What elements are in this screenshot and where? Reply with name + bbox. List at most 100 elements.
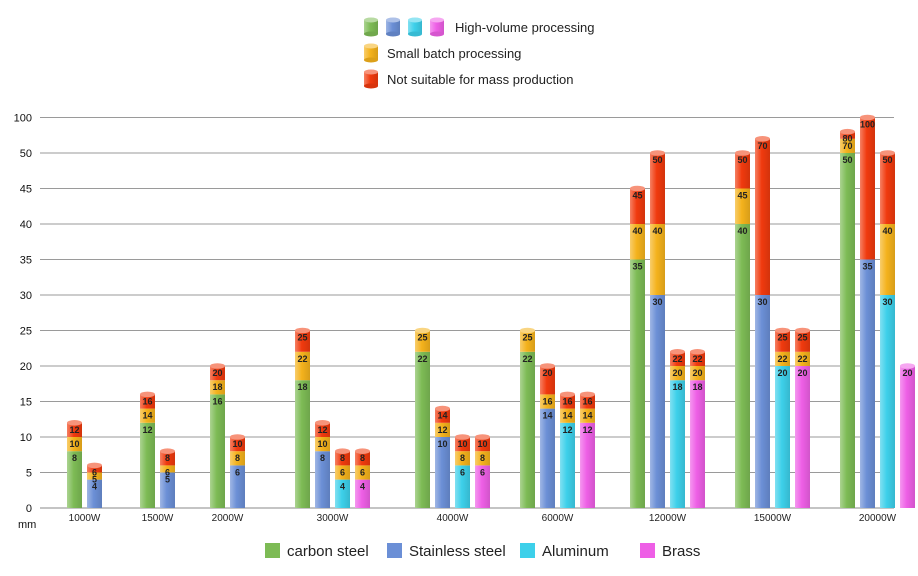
processing-legend: High-volume processing Small batch proces… xyxy=(364,17,594,89)
material-legend-swatch xyxy=(265,543,280,558)
bar-value-label: 10 xyxy=(69,439,79,449)
bar-value-label: 10 xyxy=(477,439,487,449)
bar-value-label: 8 xyxy=(460,453,465,463)
y-tick-label: 50 xyxy=(20,148,32,160)
bar-value-label: 70 xyxy=(842,141,852,151)
bar-segment xyxy=(650,224,665,295)
processing-legend-label: Small batch processing xyxy=(387,46,521,61)
bar-segment xyxy=(860,117,875,260)
bar-segment xyxy=(630,259,645,508)
material-legend-swatch xyxy=(387,543,402,558)
bar-value-label: 12 xyxy=(437,425,447,435)
bar-value-label: 8 xyxy=(165,453,170,463)
material-legend-swatch xyxy=(640,543,655,558)
bar-segment xyxy=(87,465,102,473)
bar-segment xyxy=(520,351,535,508)
bar-value-label: 6 xyxy=(235,467,240,477)
material-legend-label: Brass xyxy=(662,543,700,560)
x-tick-label: 3000W xyxy=(317,513,349,524)
bar-segment xyxy=(880,295,895,508)
bar-cap xyxy=(455,434,470,440)
bar-value-label: 10 xyxy=(437,439,447,449)
bar-segment xyxy=(690,351,705,366)
bar-cap xyxy=(230,434,245,440)
gridlines xyxy=(40,117,894,509)
bar-value-label: 20 xyxy=(672,368,682,378)
bar-segment xyxy=(455,451,470,466)
bar-value-label: 30 xyxy=(652,297,662,307)
bar-segment xyxy=(435,422,450,437)
bar-cap xyxy=(335,448,350,455)
bar-value-label: 50 xyxy=(737,155,747,165)
bar-value-label: 25 xyxy=(797,333,807,343)
x-tick-label: 6000W xyxy=(542,513,574,524)
bar-segment xyxy=(630,188,645,224)
bar-cap xyxy=(295,327,310,334)
bar-segment xyxy=(455,437,470,452)
bar-value-label: 8 xyxy=(320,453,325,463)
bar-value-label: 4 xyxy=(92,482,97,492)
bar-segment xyxy=(335,479,350,508)
bar-value-label: 12 xyxy=(69,425,79,435)
bar: 20 22 25 xyxy=(795,327,810,508)
bar-segment xyxy=(160,472,175,508)
bar-value-label: 20 xyxy=(902,368,912,378)
bar-segment xyxy=(435,408,450,423)
bar: 4 6 8 xyxy=(355,448,370,508)
bar-segment xyxy=(775,330,790,352)
bar-segment xyxy=(230,451,245,466)
bar-value-label: 14 xyxy=(437,411,447,421)
bar-value-label: 25 xyxy=(417,333,427,343)
bar-cap xyxy=(690,349,705,355)
y-tick-label: 15 xyxy=(20,397,32,409)
bar-cap xyxy=(775,327,790,334)
bar: 12 14 16 xyxy=(140,391,155,508)
bar-segment xyxy=(670,351,685,366)
x-tick-label: 2000W xyxy=(212,513,244,524)
bar: 6 8 10 xyxy=(455,434,470,508)
material-legend-item: carbon steel xyxy=(265,543,369,560)
material-legend-swatch xyxy=(520,543,535,558)
bar-value-label: 22 xyxy=(297,354,307,364)
processing-legend-item: Not suitable for mass production xyxy=(364,69,573,89)
x-tick-label: 1500W xyxy=(142,513,174,524)
bar-value-label: 70 xyxy=(757,141,767,151)
bar-value-label: 6 xyxy=(460,467,465,477)
bar-value-label: 8 xyxy=(480,453,485,463)
bar-segment xyxy=(475,451,490,466)
bar-cap xyxy=(560,391,575,398)
bar: 6 8 10 xyxy=(475,434,490,508)
x-tick-label: 20000W xyxy=(859,513,897,524)
bar-value-label: 22 xyxy=(417,354,427,364)
bar-segment xyxy=(540,408,555,508)
legend-cylinder-icon xyxy=(386,17,400,37)
bar-segment xyxy=(315,451,330,508)
bar-cap xyxy=(520,327,535,334)
bar-segment xyxy=(87,479,102,508)
bar-value-label: 8 xyxy=(360,453,365,463)
bar-segment xyxy=(560,408,575,423)
bar: 4 6 8 xyxy=(335,448,350,508)
bar-value-label: 18 xyxy=(212,382,222,392)
bar-cap xyxy=(315,420,330,426)
bar-value-label: 14 xyxy=(562,411,572,421)
bar-cap xyxy=(475,434,490,440)
x-tick-label: 4000W xyxy=(437,513,469,524)
bar-segment xyxy=(860,259,875,508)
bar: 22 25 xyxy=(520,327,535,508)
bar-cap xyxy=(160,448,175,455)
bar: 6 8 10 xyxy=(230,434,245,508)
bar: 30 40 50 xyxy=(650,150,665,508)
bar-segment xyxy=(540,366,555,395)
bar-value-label: 8 xyxy=(72,453,77,463)
bar-segment xyxy=(355,479,370,508)
bar-cap xyxy=(140,391,155,398)
x-tick-label: 1000W xyxy=(69,513,101,524)
bar-segment xyxy=(210,366,225,381)
bar-segment xyxy=(795,330,810,352)
bar-value-label: 20 xyxy=(797,368,807,378)
material-legend-label: Aluminum xyxy=(542,543,609,560)
bar-segment xyxy=(355,465,370,480)
y-tick-label: 0 xyxy=(26,503,32,515)
bar-group: 8101245612141656816182068101822258101246… xyxy=(67,114,915,508)
